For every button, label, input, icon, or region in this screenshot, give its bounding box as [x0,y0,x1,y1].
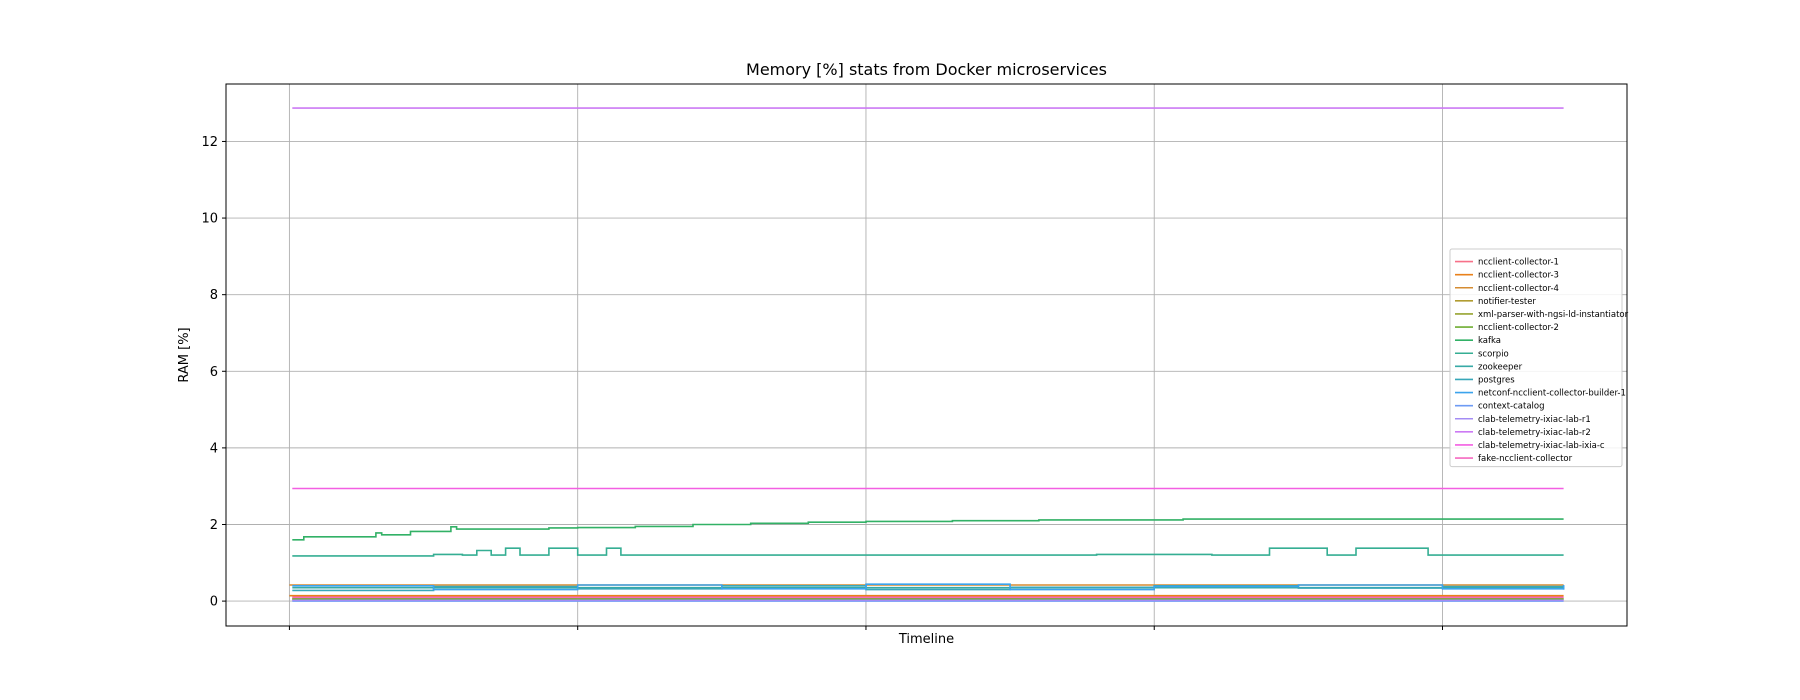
y-tick-label: 2 [210,518,218,533]
series-line-netconf-ncclient-collector-builder-1 [292,583,1565,591]
legend-entry: ncclient-collector-4 [1478,284,1559,294]
legend-entry: zookeeper [1478,362,1523,372]
legend-entry: postgres [1478,375,1515,385]
legend-entry: ncclient-collector-2 [1478,323,1559,333]
legend-entry: kafka [1478,336,1501,346]
legend-entry: ncclient-collector-1 [1478,258,1559,268]
legend-entry: clab-telemetry-ixiac-lab-r1 [1478,415,1591,425]
legend-entry: netconf-ncclient-collector-builder-1 [1478,389,1626,399]
chart-title: Memory [%] stats from Docker microservic… [746,60,1107,79]
legend-entry: clab-telemetry-ixiac-lab-r2 [1478,428,1591,438]
series-line-kafka [292,518,1564,541]
plot-frame [225,83,1628,627]
y-axis-label: RAM [%] [177,327,192,382]
legend: ncclient-collector-1 ncclient-collector-3… [1449,248,1629,468]
series-line-scorpio [292,547,1564,557]
legend-entry: fake-ncclient-collector [1478,454,1573,464]
legend-box [1449,248,1623,468]
legend-entry: notifier-tester [1478,297,1536,307]
legend-entry: clab-telemetry-ixiac-lab-ixia-c [1478,441,1605,451]
legend-entry: scorpio [1478,349,1509,359]
y-tick-label: 10 [201,212,218,227]
tick-layer: 0 2 4 6 8 10 12 [201,135,1444,630]
y-tick-label: 12 [201,135,218,150]
legend-entry: context-catalog [1478,402,1545,412]
x-axis-label: Timeline [898,632,954,647]
legend-entry: ncclient-collector-3 [1478,271,1559,281]
y-tick-label: 6 [210,365,218,380]
grid-layer [226,84,1627,626]
y-tick-label: 0 [210,595,218,610]
y-tick-label: 4 [210,441,218,456]
series-layer [289,107,1565,602]
y-tick-label: 8 [210,288,218,303]
legend-entry: xml-parser-with-ngsi-ld-instantiator [1478,310,1629,320]
